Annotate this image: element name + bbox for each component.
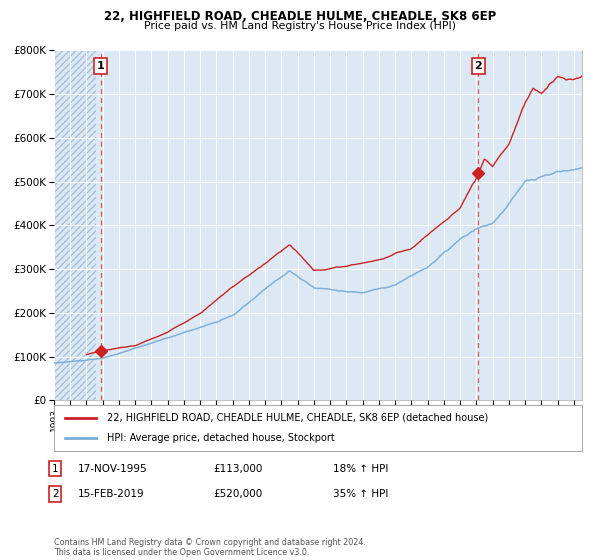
Text: 18% ↑ HPI: 18% ↑ HPI [333,464,388,474]
Text: Price paid vs. HM Land Registry's House Price Index (HPI): Price paid vs. HM Land Registry's House … [144,21,456,31]
Text: Contains HM Land Registry data © Crown copyright and database right 2024.
This d: Contains HM Land Registry data © Crown c… [54,538,366,557]
Text: 1: 1 [52,464,59,474]
Text: 2: 2 [475,61,482,71]
FancyBboxPatch shape [54,405,582,451]
Text: 17-NOV-1995: 17-NOV-1995 [78,464,148,474]
Text: 22, HIGHFIELD ROAD, CHEADLE HULME, CHEADLE, SK8 6EP: 22, HIGHFIELD ROAD, CHEADLE HULME, CHEAD… [104,10,496,23]
Text: 22, HIGHFIELD ROAD, CHEADLE HULME, CHEADLE, SK8 6EP (detached house): 22, HIGHFIELD ROAD, CHEADLE HULME, CHEAD… [107,413,488,423]
Text: £520,000: £520,000 [213,489,262,499]
Text: £113,000: £113,000 [213,464,262,474]
Bar [54,50,96,400]
Text: 2: 2 [52,489,59,499]
Text: 15-FEB-2019: 15-FEB-2019 [78,489,145,499]
Text: HPI: Average price, detached house, Stockport: HPI: Average price, detached house, Stoc… [107,433,335,443]
Text: 35% ↑ HPI: 35% ↑ HPI [333,489,388,499]
Text: 1: 1 [97,61,104,71]
